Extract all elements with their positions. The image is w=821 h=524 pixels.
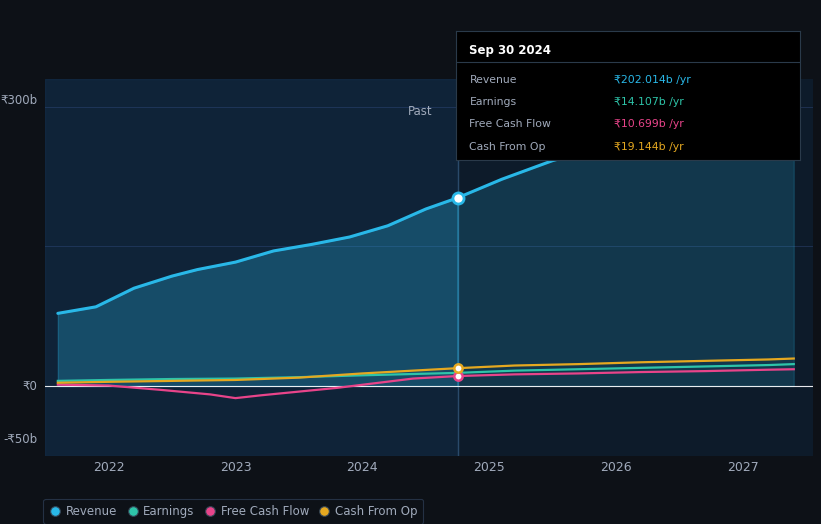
Legend: Revenue, Earnings, Free Cash Flow, Cash From Op: Revenue, Earnings, Free Cash Flow, Cash … <box>44 499 424 523</box>
Text: ₹14.107b /yr: ₹14.107b /yr <box>614 97 684 107</box>
Text: Past: Past <box>407 105 432 118</box>
Text: -₹50b: -₹50b <box>3 433 38 445</box>
Text: Analysts Forecasts: Analysts Forecasts <box>470 105 580 118</box>
Text: ₹19.144b /yr: ₹19.144b /yr <box>614 142 684 152</box>
Text: ₹300b: ₹300b <box>0 94 38 106</box>
Text: ₹202.014b /yr: ₹202.014b /yr <box>614 75 691 85</box>
Text: Sep 30 2024: Sep 30 2024 <box>470 45 552 57</box>
Text: Earnings: Earnings <box>470 97 516 107</box>
Text: ₹10.699b /yr: ₹10.699b /yr <box>614 119 684 129</box>
Text: Free Cash Flow: Free Cash Flow <box>470 119 552 129</box>
Text: Cash From Op: Cash From Op <box>470 142 546 152</box>
Bar <box>45 79 457 456</box>
Text: ₹0: ₹0 <box>23 379 38 392</box>
Text: Revenue: Revenue <box>470 75 517 85</box>
